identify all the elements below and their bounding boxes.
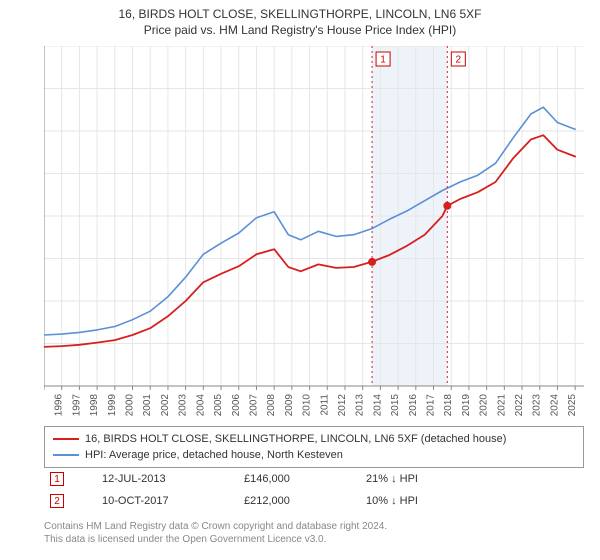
footer-line-1: Contains HM Land Registry data © Crown c…	[44, 520, 584, 533]
svg-text:1995: 1995	[44, 394, 47, 416]
legend-row-property: 16, BIRDS HOLT CLOSE, SKELLINGTHORPE, LI…	[53, 431, 575, 447]
svg-text:2003: 2003	[178, 394, 189, 416]
svg-text:2016: 2016	[408, 394, 419, 416]
svg-text:2025: 2025	[567, 394, 578, 416]
svg-text:2005: 2005	[213, 394, 224, 416]
svg-text:2001: 2001	[142, 394, 153, 416]
events-table: 1 12-JUL-2013 £146,000 21% ↓ HPI 2 10-OC…	[44, 468, 584, 512]
chart-area: £0£50K£100K£150K£200K£250K£300K£350K£400…	[44, 46, 584, 416]
event-date: 10-OCT-2017	[96, 490, 238, 512]
legend-label-hpi: HPI: Average price, detached house, Nort…	[85, 447, 343, 463]
svg-text:2019: 2019	[461, 394, 472, 416]
event-row: 1 12-JUL-2013 £146,000 21% ↓ HPI	[44, 468, 584, 490]
svg-text:2: 2	[456, 55, 462, 66]
event-row: 2 10-OCT-2017 £212,000 10% ↓ HPI	[44, 490, 584, 512]
svg-text:2000: 2000	[125, 394, 136, 416]
line-chart: £0£50K£100K£150K£200K£250K£300K£350K£400…	[44, 46, 584, 416]
svg-text:2010: 2010	[302, 394, 313, 416]
svg-text:1998: 1998	[89, 394, 100, 416]
legend-row-hpi: HPI: Average price, detached house, Nort…	[53, 447, 575, 463]
svg-text:1: 1	[380, 55, 386, 66]
event-marker-1: 1	[50, 472, 64, 486]
svg-text:2006: 2006	[231, 394, 242, 416]
svg-text:2012: 2012	[337, 394, 348, 416]
event-price: £212,000	[238, 490, 360, 512]
svg-text:2002: 2002	[160, 394, 171, 416]
svg-text:1999: 1999	[107, 394, 118, 416]
svg-text:2004: 2004	[195, 394, 206, 416]
footer-line-2: This data is licensed under the Open Gov…	[44, 533, 584, 546]
svg-text:2008: 2008	[266, 394, 277, 416]
svg-text:1996: 1996	[54, 394, 65, 416]
legend-box: 16, BIRDS HOLT CLOSE, SKELLINGTHORPE, LI…	[44, 426, 584, 468]
svg-text:2020: 2020	[479, 394, 490, 416]
svg-text:2014: 2014	[372, 394, 383, 416]
svg-text:2018: 2018	[443, 394, 454, 416]
title-block: 16, BIRDS HOLT CLOSE, SKELLINGTHORPE, LI…	[0, 0, 600, 38]
legend-swatch-hpi	[53, 454, 79, 456]
page-root: 16, BIRDS HOLT CLOSE, SKELLINGTHORPE, LI…	[0, 0, 600, 560]
svg-text:2011: 2011	[319, 394, 330, 416]
legend-swatch-property	[53, 438, 79, 440]
legend-label-property: 16, BIRDS HOLT CLOSE, SKELLINGTHORPE, LI…	[85, 431, 506, 447]
svg-text:2017: 2017	[426, 394, 437, 416]
event-delta: 10% ↓ HPI	[360, 490, 584, 512]
svg-text:2024: 2024	[549, 394, 560, 416]
title-line-1: 16, BIRDS HOLT CLOSE, SKELLINGTHORPE, LI…	[0, 6, 600, 22]
event-marker-2: 2	[50, 494, 64, 508]
event-date: 12-JUL-2013	[96, 468, 238, 490]
footer: Contains HM Land Registry data © Crown c…	[44, 520, 584, 546]
svg-text:2023: 2023	[532, 394, 543, 416]
svg-text:2007: 2007	[248, 394, 259, 416]
title-line-2: Price paid vs. HM Land Registry's House …	[0, 22, 600, 38]
event-delta: 21% ↓ HPI	[360, 468, 584, 490]
svg-text:2022: 2022	[514, 394, 525, 416]
svg-text:2009: 2009	[284, 394, 295, 416]
event-price: £146,000	[238, 468, 360, 490]
svg-text:2013: 2013	[355, 394, 366, 416]
svg-text:2021: 2021	[496, 394, 507, 416]
svg-text:1997: 1997	[71, 394, 82, 416]
svg-text:2015: 2015	[390, 394, 401, 416]
